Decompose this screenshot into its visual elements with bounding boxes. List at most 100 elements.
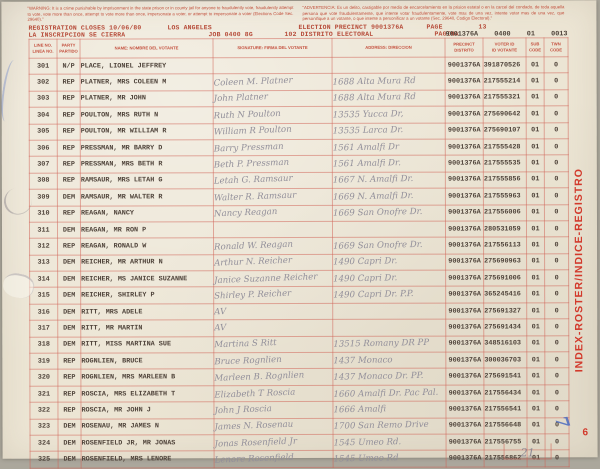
signature-cell: Ruth N Poulton [213, 106, 333, 124]
col-header-party: PARTY PARTIDO [57, 39, 81, 59]
signature-cell: Shirley P. Reicher [213, 286, 333, 304]
twn-code-cell: 0 [544, 269, 569, 287]
voter-id-cell: 365245416 [483, 286, 527, 303]
voter-id-cell: 217555428 [483, 138, 527, 156]
line-number-cell: 320 [29, 369, 58, 387]
precinct-cell: 9001376A [445, 89, 484, 107]
sub-code-cell: 01 [526, 401, 545, 418]
voter-name-cell: REAGAN, NANCY [80, 205, 214, 222]
twn-code-cell: 0 [544, 351, 569, 369]
table-row: 305 REP POULTON, MR WILLIAM R William R … [29, 122, 569, 141]
twn-code-cell: 0 [544, 138, 569, 156]
table-row: 323 DEM ROSENAU, MR JAMES N James N. Ros… [29, 417, 570, 436]
table-row: 318 DEM RITT, MISS MARTINA SUE Martina S… [29, 335, 569, 354]
sub-code-cell: 01 [526, 204, 545, 221]
table-header-row: LINE NO. LINEA NO. PARTY PARTIDO NAME: NOM… [29, 37, 569, 59]
line-number-cell: 321 [29, 385, 58, 403]
address-cell: 1688 Alta Mura Rd [332, 73, 446, 91]
voter-name-cell: ROGNLIEN, MRS MARLEEN B [80, 369, 214, 386]
twn-code-cell: 0 [544, 384, 569, 402]
signature-cell: Beth P. Pressman [213, 155, 333, 173]
voter-id-cell: 275690963 [483, 253, 527, 271]
precinct-cell: 9001376A [445, 384, 484, 402]
signature-cell [213, 57, 333, 75]
precinct-cell: 9001376A [445, 302, 484, 320]
party-cell: REP [57, 140, 81, 157]
voter-name-cell: RITT, MR MARTIN [80, 319, 214, 337]
twn-code-cell: 0 [544, 105, 569, 123]
line-number-cell: 313 [29, 254, 58, 272]
sub-code-cell: 01 [526, 155, 545, 172]
voter-id-cell: 217556113 [483, 237, 527, 254]
sub-code-cell: 01 [526, 319, 545, 336]
twn-code-cell: 0 [544, 171, 569, 188]
signature-cell: John Platner [213, 90, 333, 107]
voter-name-cell: POULTON, MR WILLIAM R [80, 123, 214, 141]
twn-code-cell: 0 [544, 122, 569, 139]
twn-code-cell: 0 [544, 89, 569, 107]
signature-cell: Barry Pressman [213, 139, 333, 157]
signature-cell: John J Roscia [213, 401, 333, 419]
precinct-cell: 9001376A [445, 73, 484, 90]
signature-cell: AV [213, 319, 333, 337]
twn-code-cell: 0 [544, 56, 569, 74]
sub-code-cell: 01 [526, 417, 546, 434]
sub-code-cell: 01 [526, 171, 545, 189]
precinct-cell: 9001376A [445, 352, 484, 369]
precinct-cell: 9001376A [445, 122, 484, 140]
registration-closes-label-es: LA INSCRIPCION SE CIERRA [28, 30, 126, 39]
twn-code-cell: 0 [544, 187, 569, 205]
address-cell: 1545 Umeo Rd [333, 450, 447, 468]
party-cell: DEM [57, 189, 81, 206]
party-cell: DEM [57, 336, 81, 354]
address-cell: 1669 San Onofre Dr. [332, 237, 446, 255]
line-number-cell: 318 [29, 336, 58, 354]
address-cell: 13535 Larca Dr. [332, 122, 446, 140]
voter-id-cell: 275691006 [483, 269, 527, 287]
address-cell: 1667 N. Amalfi Dr. [332, 171, 446, 189]
voter-id-cell: 275691327 [483, 302, 527, 320]
line-number-cell: 307 [29, 156, 58, 173]
table-row: 320 REP ROGNLIEN, MRS MARLEEN B Marleen … [29, 368, 569, 387]
table-row: 312 REP REAGAN, RONALD W Ronald W. Reaga… [29, 237, 569, 255]
address-cell: 1666 Amalfi [332, 401, 446, 419]
voter-id-cell: 217555214 [483, 73, 527, 90]
precinct-cell: 9001376A [445, 106, 484, 123]
party-cell: REP [57, 205, 81, 223]
table-row: 311 DEM REAGAN, MR RON P 9001376A 280531… [29, 220, 569, 239]
warning-text-english: "WARNING: It is a crime punishable by im… [27, 5, 294, 23]
precinct-cell: 9001376A [445, 220, 484, 238]
sub-code-cell: 01 [526, 351, 545, 369]
party-cell: DEM [57, 271, 81, 288]
col-header-signature: SIGNATURE: FIRMA DEL VOTANTE [213, 38, 333, 58]
table-row: 319 REP ROGNLIEN, BRUCE Bruce Rognlien 1… [29, 351, 569, 370]
col-header-sub-code: SUB CODE [525, 37, 545, 57]
precinct-cell: 9001376A [445, 286, 484, 303]
table-row: 303 REP PLATNER, MR JOHN John Platner 16… [29, 89, 569, 108]
col-header-address: ADDRESS: DIRECCION [331, 38, 446, 58]
party-cell: DEM [57, 303, 81, 321]
warning-text-spanish: "ADVERTENCIA: Es un delito, castigable p… [302, 4, 565, 22]
line-number-cell: 310 [29, 205, 58, 223]
handwritten-count: 21 [520, 446, 535, 460]
address-cell [332, 302, 446, 320]
twn-code-cell: 0 [544, 237, 569, 254]
precinct-cell: 9001376A [445, 253, 484, 271]
table-row: 324 DEM ROSENFIELD JR, MR JONAS Jonas Ro… [30, 433, 570, 452]
line-number-cell: 319 [29, 353, 58, 370]
twn-code-cell: 0 [544, 220, 569, 238]
address-cell: 1660 Amalfi Dr. Pac Pal. [332, 384, 446, 402]
signature-cell: Coleen M. Platner [213, 73, 333, 91]
line-number-cell: 302 [29, 74, 58, 91]
table-row: 314 DEM REICHER, MS JANICE SUZANNE Janic… [29, 269, 569, 288]
precinct-cell: 9001376A [445, 188, 484, 205]
party-cell: REP [57, 172, 81, 190]
line-number-cell: 301 [29, 58, 58, 75]
sub-code-cell: 01 [526, 286, 545, 303]
index-roster-side-label: INDEX-ROSTER/INDICE-REGISTRO [572, 168, 586, 373]
voter-name-cell: PRESSMAN, MR BARRY D [80, 139, 214, 157]
voter-name-cell: REICHER, SHIRLEY P [80, 287, 214, 304]
sub-code-cell: 01 [526, 384, 545, 402]
party-cell: REP [57, 385, 81, 403]
col-header-line-no: LINE NO. LINEA NO. [29, 39, 58, 59]
